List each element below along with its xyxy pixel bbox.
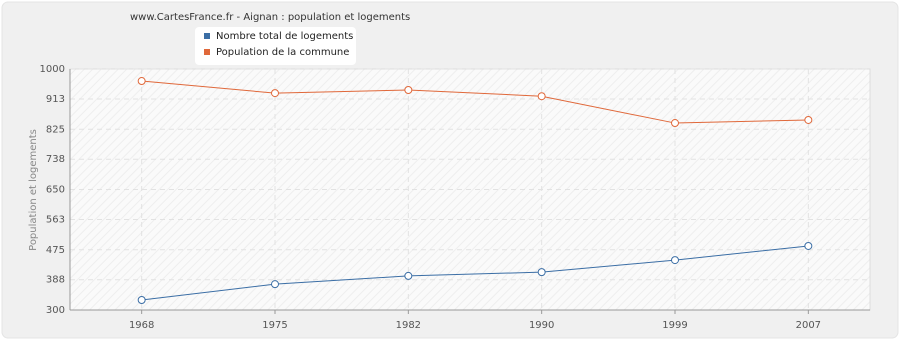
series-line — [141, 80, 809, 124]
legend-label: Nombre total de logements — [216, 31, 353, 42]
data-point — [137, 296, 146, 305]
chart-title: www.CartesFrance.fr - Aignan : populatio… — [130, 12, 410, 23]
y-tick-label: 1000 — [40, 64, 65, 75]
y-tick-label: 825 — [46, 124, 65, 135]
data-point — [404, 86, 413, 95]
series-line — [141, 245, 809, 301]
y-tick-label: 650 — [46, 185, 65, 196]
legend-swatch — [204, 33, 210, 39]
data-point — [137, 77, 146, 86]
legend-swatch — [204, 49, 210, 55]
x-tick-label: 1990 — [529, 320, 554, 331]
y-tick-label: 475 — [46, 245, 65, 256]
data-point — [271, 280, 279, 289]
x-tick-label: 1975 — [262, 320, 287, 331]
x-tick-label: 1999 — [662, 320, 687, 331]
data-point — [404, 271, 413, 280]
x-tick-label: 1982 — [396, 320, 421, 331]
data-point — [537, 92, 546, 101]
y-tick-label: 388 — [46, 275, 65, 286]
data-point — [671, 256, 679, 265]
data-point — [537, 268, 546, 277]
x-tick-label: 2007 — [796, 320, 821, 331]
data-point — [671, 119, 679, 128]
legend — [195, 27, 356, 65]
y-tick-label: 913 — [46, 94, 65, 105]
y-axis-label: Population et logements — [28, 129, 39, 251]
data-point — [804, 241, 813, 250]
y-tick-label: 300 — [46, 305, 65, 316]
y-tick-label: 738 — [46, 154, 65, 165]
legend-label: Population de la commune — [216, 47, 349, 58]
x-tick-label: 1968 — [129, 320, 154, 331]
y-tick-label: 563 — [46, 214, 65, 225]
data-point — [271, 89, 279, 98]
data-point — [804, 115, 813, 124]
